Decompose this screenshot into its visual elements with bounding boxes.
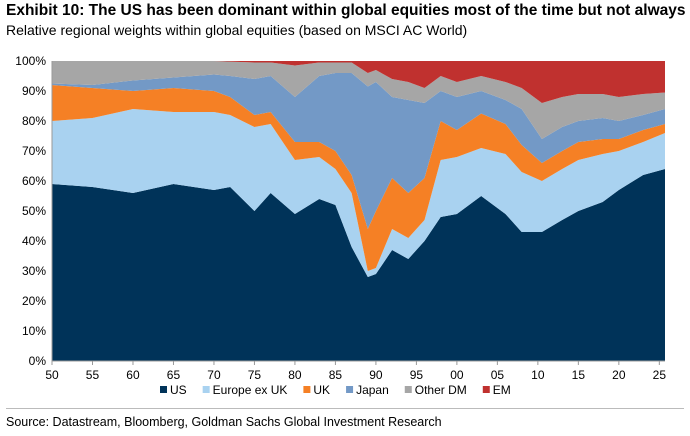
y-tick-label: 70%: [22, 144, 46, 158]
source-note: Source: Datastream, Bloomberg, Goldman S…: [6, 415, 442, 429]
y-tick-label: 60%: [22, 174, 46, 188]
y-tick-label: 10%: [22, 324, 46, 338]
x-tick-label: 80: [288, 368, 302, 382]
x-tick-label: 90: [369, 368, 383, 382]
x-tick-label: 75: [248, 368, 262, 382]
area-europe-ex-uk: [52, 109, 665, 277]
legend-label: Europe ex UK: [213, 383, 288, 397]
x-tick-label: 00: [450, 368, 464, 382]
x-tick-label: 10: [531, 368, 545, 382]
area-us: [52, 169, 665, 361]
y-tick-label: 40%: [22, 234, 46, 248]
legend-swatch: [404, 386, 412, 393]
x-tick-label: 05: [491, 368, 505, 382]
y-tick-label: 100%: [15, 54, 46, 68]
x-tick-label: 65: [167, 368, 181, 382]
legend-swatch: [346, 386, 354, 393]
legend-swatch: [303, 386, 311, 393]
divider: [6, 408, 684, 409]
chart-subtitle: Relative regional weights within global …: [6, 22, 468, 38]
area-uk: [52, 85, 665, 271]
y-tick-label: 80%: [22, 114, 46, 128]
legend-label: Japan: [356, 383, 389, 397]
y-tick-label: 50%: [22, 204, 46, 218]
y-tick-label: 30%: [22, 264, 46, 278]
x-tick-label: 20: [612, 368, 626, 382]
legend-label: Other DM: [415, 383, 467, 397]
x-tick-label: 15: [572, 368, 586, 382]
y-tick-label: 20%: [22, 294, 46, 308]
x-tick-label: 70: [207, 368, 221, 382]
chart-title: Exhibit 10: The US has been dominant wit…: [6, 2, 686, 19]
x-tick-label: 60: [126, 368, 140, 382]
x-tick-label: 50: [45, 368, 59, 382]
legend-swatch: [160, 386, 167, 393]
area-japan: [52, 73, 665, 229]
x-tick-label: 85: [329, 368, 343, 382]
legend-label: US: [170, 383, 187, 397]
legend-swatch: [202, 386, 210, 393]
legend-label: UK: [313, 383, 330, 397]
y-tick-label: 0%: [29, 354, 47, 368]
area-other-dm: [52, 61, 665, 139]
x-tick-label: 95: [410, 368, 424, 382]
x-tick-label: 25: [653, 368, 667, 382]
legend-swatch: [482, 386, 490, 393]
legend-label: EM: [493, 383, 511, 397]
x-tick-label: 55: [86, 368, 100, 382]
y-tick-label: 90%: [22, 84, 46, 98]
area-em: [52, 61, 665, 103]
